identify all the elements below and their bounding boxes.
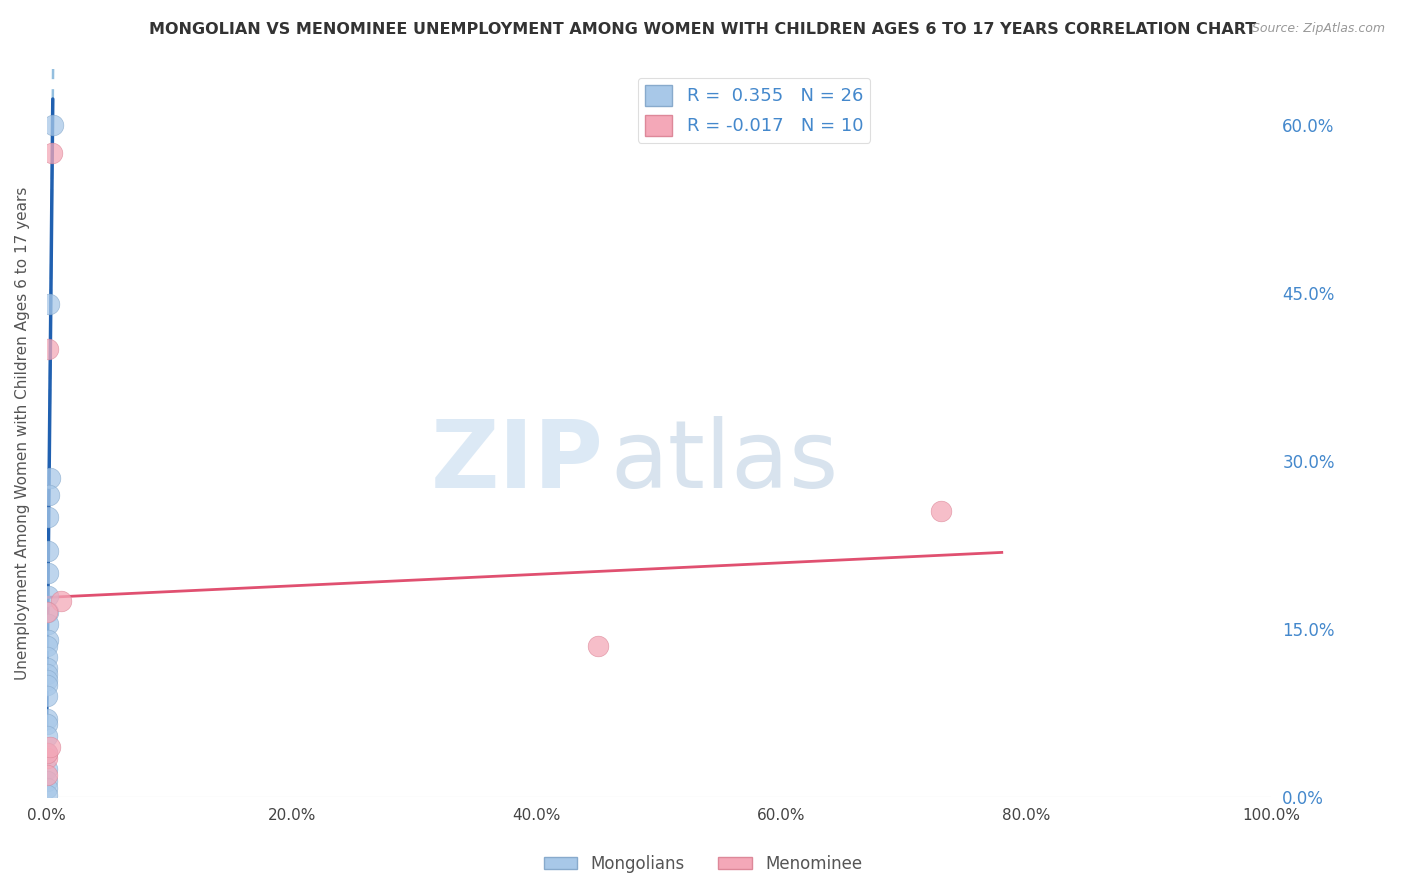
Point — [42, 118, 65, 132]
Point — [37, 639, 59, 653]
Y-axis label: Unemployment Among Women with Children Ages 6 to 17 years: Unemployment Among Women with Children A… — [15, 186, 30, 680]
Point — [37, 543, 59, 558]
Point — [35, 729, 58, 743]
Text: ZIP: ZIP — [430, 416, 603, 508]
Point — [35, 746, 58, 760]
Point — [35, 768, 58, 782]
Point — [37, 661, 59, 675]
Point — [37, 616, 59, 631]
Point — [35, 781, 58, 796]
Point — [37, 589, 59, 603]
Point — [38, 488, 60, 502]
Point — [38, 297, 60, 311]
Text: atlas: atlas — [610, 416, 838, 508]
Point — [37, 650, 59, 665]
Point — [37, 605, 59, 619]
Point — [39, 739, 62, 754]
Legend: Mongolians, Menominee: Mongolians, Menominee — [537, 848, 869, 880]
Point — [35, 673, 58, 687]
Text: Source: ZipAtlas.com: Source: ZipAtlas.com — [1251, 22, 1385, 36]
Point — [35, 678, 58, 692]
Point — [37, 633, 59, 648]
Point — [37, 342, 59, 356]
Point — [586, 639, 609, 653]
Point — [39, 471, 62, 485]
Point — [51, 594, 73, 608]
Point — [929, 504, 952, 518]
Point — [35, 762, 58, 776]
Legend: R =  0.355   N = 26, R = -0.017   N = 10: R = 0.355 N = 26, R = -0.017 N = 10 — [638, 78, 870, 143]
Point — [35, 773, 58, 788]
Point — [37, 566, 59, 580]
Point — [35, 667, 58, 681]
Text: MONGOLIAN VS MENOMINEE UNEMPLOYMENT AMONG WOMEN WITH CHILDREN AGES 6 TO 17 YEARS: MONGOLIAN VS MENOMINEE UNEMPLOYMENT AMON… — [149, 22, 1257, 37]
Point — [35, 751, 58, 765]
Point — [35, 788, 58, 802]
Point — [35, 717, 58, 731]
Point — [35, 712, 58, 726]
Point — [41, 145, 63, 160]
Point — [35, 605, 58, 619]
Point — [35, 746, 58, 760]
Point — [37, 510, 59, 524]
Point — [35, 690, 58, 704]
